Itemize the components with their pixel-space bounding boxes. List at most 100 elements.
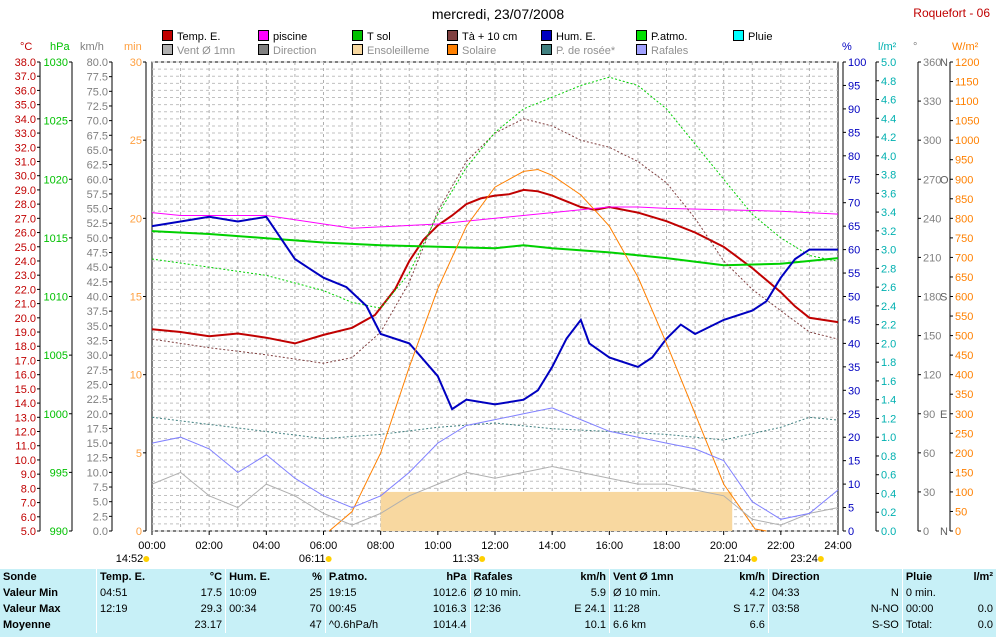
legend-item: piscine [258, 30, 307, 43]
stats-cell-value: N [890, 587, 899, 599]
lm2-axis-tick-label: 0.8 [881, 451, 896, 463]
pct-axis-tick-label: 90 [848, 104, 860, 116]
stats-header-row: Sonde Temp. E. °C Hum. E.% P.atmo. hPa Rafales… [0, 569, 996, 585]
wm2-axis-tick-label: 250 [955, 428, 973, 440]
pct-axis-tick-label: 10 [848, 479, 860, 491]
stats-row: Valeur Min 04:51 17.5 10:09 25 19:15 1012.6 Ø 1… [0, 585, 996, 601]
stats-cell-value [957, 585, 996, 601]
legend-item: Direction [258, 44, 316, 57]
stats-row-label: Valeur Max [3, 603, 61, 615]
legend-item: Solaire [447, 44, 496, 57]
x-tick-label: 16:00 [596, 540, 624, 552]
wm2-axis-tick-label: 750 [955, 233, 973, 245]
sun-marker-icon [143, 556, 150, 562]
pct-axis-tick-label: 75 [848, 174, 860, 186]
pct-axis-tick-label: 65 [848, 221, 860, 233]
wm2-axis-tick-label: 800 [955, 213, 973, 225]
pct-axis-tick-label: 0 [848, 526, 854, 538]
kmh-axis-tick-label: 70.0 [87, 116, 108, 128]
lm2-axis-tick-label: 2.4 [881, 301, 896, 313]
temp-axis-tick-label: 27.0 [15, 213, 36, 225]
lm2-axis-tick-label: 5.0 [881, 57, 896, 69]
temp-axis-tick-label: 25.0 [15, 242, 36, 254]
temp-axis-tick-label: 31.0 [15, 156, 36, 168]
series-p-atmo [151, 76, 839, 309]
stats-cell-value: S 17.7 [733, 603, 765, 615]
legend-item: Pluie [733, 30, 772, 43]
lm2-axis-tick-label: 4.8 [881, 76, 896, 88]
pct-axis-tick-label: 80 [848, 151, 860, 163]
temp-axis-tick-label: 38.0 [15, 57, 36, 69]
stats-cell-time: 00:34 [225, 601, 298, 617]
kmh-axis-tick-label: 45.0 [87, 262, 108, 274]
legend-swatch [447, 30, 458, 41]
temp-axis-tick-label: 11.0 [15, 441, 36, 453]
kmh-axis-unit: km/h [80, 41, 104, 53]
chart-title: mercredi, 23/07/2008 [431, 6, 565, 22]
deg-axis-tick-label: 240 [923, 213, 941, 225]
wm2-axis-tick-label: 850 [955, 194, 973, 206]
hpa-axis-unit: hPa [50, 41, 70, 53]
legend-label: Tà + 10 cm [462, 31, 518, 43]
legend-label: T sol [367, 31, 391, 43]
stats-cell-time [767, 617, 851, 633]
stats-row-label: Valeur Min [3, 587, 59, 599]
stats-col-header: Pluie [901, 569, 958, 585]
lm2-axis-tick-label: 4.0 [881, 151, 896, 163]
wm2-axis-tick-label: 700 [955, 252, 973, 264]
deg-axis-tick-label: 150 [923, 331, 941, 343]
min-axis-tick-label: 10 [130, 370, 142, 382]
legend-swatch [541, 30, 552, 41]
kmh-axis-tick-label: 12.5 [87, 453, 108, 465]
kmh-axis-tick-label: 32.5 [87, 335, 108, 347]
lm2-axis-tick-label: 1.2 [881, 413, 896, 425]
stats-cell-value: 25 [309, 587, 322, 599]
hpa-axis-tick-label: 1030 [44, 57, 68, 69]
stats-col-unit: l/m² [973, 571, 993, 583]
stats-cell-value: 47 [309, 619, 322, 631]
wm2-axis-tick-label: 650 [955, 272, 973, 284]
temp-axis-tick-label: 34.0 [15, 114, 36, 126]
kmh-axis-tick-label: 62.5 [87, 160, 108, 172]
lm2-axis-tick-label: 0.2 [881, 507, 896, 519]
temp-axis-tick-label: 8.0 [21, 483, 36, 495]
kmh-axis-tick-label: 27.5 [87, 365, 108, 377]
sun-marker-label: 11:33 [452, 553, 479, 565]
lm2-axis-tick-label: 3.6 [881, 188, 896, 200]
sun-marker-icon [479, 556, 486, 562]
stats-cell-value: S-SO [871, 619, 899, 631]
legend-swatch [636, 30, 647, 41]
min-axis-tick-label: 5 [136, 448, 142, 460]
x-tick-label: 02:00 [195, 540, 223, 552]
temp-axis-tick-label: 21.0 [15, 299, 36, 311]
deg-axis-tick-label: 210 [923, 252, 941, 264]
deg-axis-unit: ° [913, 41, 917, 53]
legend-label: P.atmo. [651, 31, 688, 43]
x-tick-label: 14:00 [538, 540, 566, 552]
lm2-axis-tick-label: 1.4 [881, 395, 896, 407]
lm2-axis-tick-label: 2.2 [881, 320, 896, 332]
x-tick-label: 00:00 [138, 540, 166, 552]
pct-axis-tick-label: 60 [848, 245, 860, 257]
deg-axis-tick-label: 90 [923, 409, 935, 421]
wm2-axis-tick-label: 500 [955, 331, 973, 343]
series-rafales [151, 407, 839, 520]
stats-col-header: Sonde [3, 571, 37, 583]
temp-axis-tick-label: 36.0 [15, 85, 36, 97]
wm2-axis-tick-label: 450 [955, 350, 973, 362]
temp-axis-tick-label: 10.0 [15, 455, 36, 467]
legend-swatch [258, 44, 269, 55]
wm2-axis-tick-label: 900 [955, 174, 973, 186]
min-axis-tick-label: 25 [130, 135, 142, 147]
pct-axis-tick-label: 15 [848, 456, 860, 468]
legend-label: Direction [273, 45, 317, 57]
kmh-axis-tick-label: 20.0 [87, 409, 108, 421]
stats-panel: Sonde Temp. E. °C Hum. E.% P.atmo. hPa Rafales… [0, 569, 996, 637]
legend-label: Vent Ø 1mn [177, 45, 236, 57]
stats-cell-value: 5.9 [590, 587, 607, 599]
kmh-axis-tick-label: 67.5 [87, 130, 108, 142]
lm2-axis-tick-label: 3.4 [881, 207, 896, 219]
legend-swatch [541, 44, 552, 55]
temp-axis-tick-label: 26.0 [15, 228, 36, 240]
deg-axis-tick-label: 300 [923, 135, 941, 147]
